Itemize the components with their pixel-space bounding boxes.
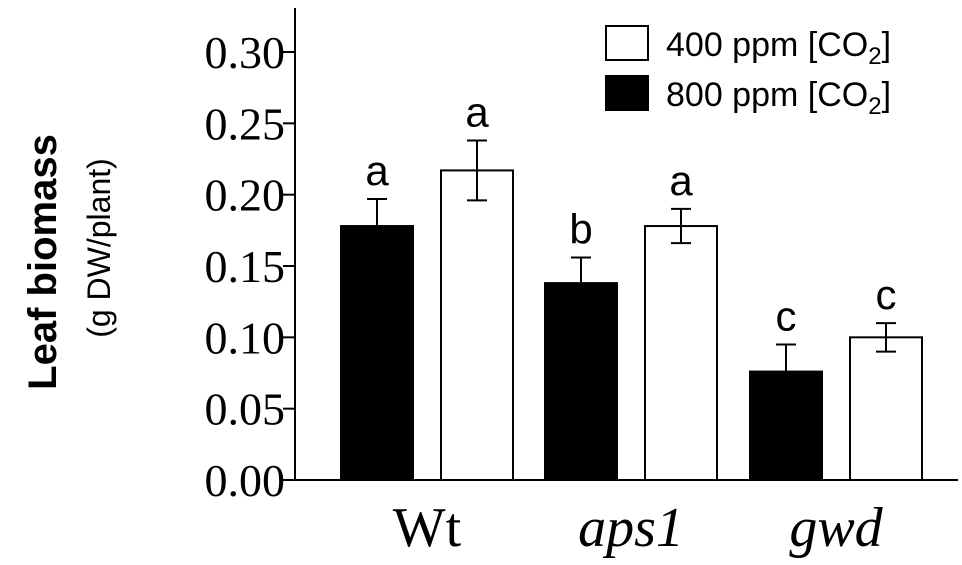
significance-label: a	[669, 157, 693, 204]
y-axis: 0.00 0.05 0.10 0.15 0.20 0.25 0.30	[205, 27, 295, 506]
legend-label-800ppm: 800 ppm [CO2]	[666, 76, 891, 120]
legend-label-400ppm-subscript: 2	[868, 43, 881, 70]
y-tick-label: 0.15	[205, 241, 286, 292]
y-tick-label: 0.25	[205, 98, 286, 149]
legend-swatch-400ppm	[605, 25, 649, 61]
legend: 400 ppm [CO2] 800 ppm [CO2]	[605, 25, 891, 120]
y-tick-label: 0.05	[205, 384, 286, 435]
x-category-label: aps1	[578, 497, 684, 559]
significance-label: b	[569, 205, 592, 252]
legend-label-800ppm-subscript: 2	[868, 93, 881, 120]
significance-label: a	[465, 88, 489, 135]
bar-800ppm-aps1	[544, 282, 618, 481]
y-tick-label: 0.00	[205, 455, 286, 506]
y-axis-unit-label: (g DW/plant)	[81, 158, 117, 338]
significance-label: c	[876, 271, 897, 318]
bar-400ppm-aps1	[644, 225, 718, 481]
legend-label-400ppm-close: ]	[882, 26, 891, 64]
significance-labels: a b c a a c	[365, 88, 896, 339]
y-tick-label: 0.30	[205, 27, 286, 78]
y-axis-title: Leaf biomass (g DW/plant)	[21, 134, 117, 390]
bar-400ppm-gwd	[849, 336, 923, 482]
legend-label-800ppm-main: 800 ppm [CO	[666, 76, 868, 114]
y-tick-label: 0.20	[205, 170, 286, 221]
legend-swatch-800ppm	[605, 75, 649, 111]
legend-label-800ppm-close: ]	[882, 76, 891, 114]
y-tick-label: 0.10	[205, 312, 286, 363]
x-axis-categories: Wt aps1 gwd	[393, 497, 884, 559]
legend-label-400ppm: 400 ppm [CO2]	[666, 26, 891, 70]
significance-label: a	[365, 147, 389, 194]
error-bars	[367, 139, 896, 400]
legend-label-400ppm-main: 400 ppm [CO	[666, 26, 868, 64]
bar-400ppm-wt	[440, 169, 514, 481]
y-axis-label: Leaf biomass	[21, 134, 65, 390]
bars	[340, 169, 923, 482]
x-category-label: Wt	[393, 497, 462, 559]
x-category-label: gwd	[789, 497, 883, 559]
significance-label: c	[776, 292, 797, 339]
bar-800ppm-wt	[340, 225, 414, 481]
